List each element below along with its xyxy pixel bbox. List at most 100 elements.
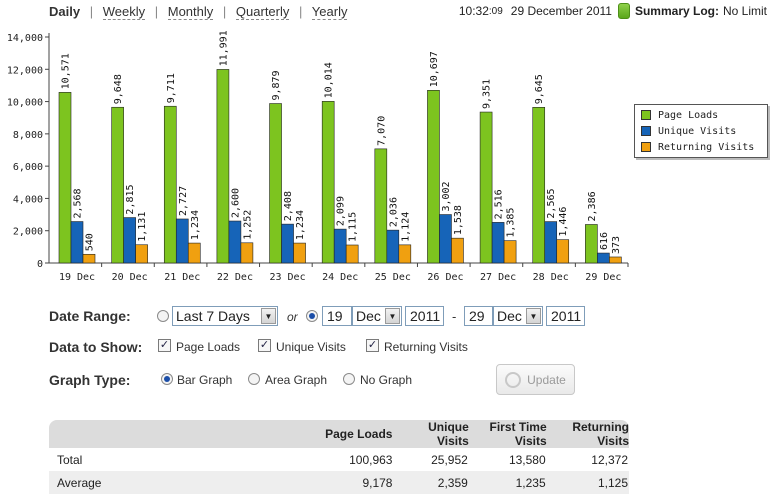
- bar-graph-radio[interactable]: [161, 373, 173, 385]
- page-loads-option-label: Page Loads: [176, 340, 241, 354]
- y-tick-label: 6,000: [13, 162, 43, 173]
- refresh-icon: [505, 371, 522, 388]
- update-button[interactable]: Update: [496, 364, 575, 395]
- bar-page-loads: [58, 92, 72, 264]
- returning-visits-option-label: Returning Visits: [384, 340, 468, 354]
- legend-item: Returning Visits: [641, 139, 763, 155]
- legend-swatch-returning-visits: [641, 142, 651, 152]
- data-label: 2,516: [494, 189, 505, 219]
- separator: |: [154, 4, 159, 19]
- data-label: 7,070: [376, 116, 387, 146]
- legend-item: Page Loads: [641, 107, 763, 123]
- table-cell: Average: [49, 471, 103, 494]
- data-label: 1,234: [295, 210, 306, 240]
- custom-range-radio[interactable]: [306, 310, 318, 322]
- start-day-field[interactable]: 19: [322, 306, 352, 326]
- data-label: 10,697: [429, 51, 440, 87]
- data-label: 2,568: [73, 188, 84, 218]
- data-label: 2,565: [546, 188, 557, 218]
- table-cell: 2,359: [402, 471, 469, 494]
- data-label: 1,252: [242, 210, 253, 240]
- period-quarterly-link[interactable]: Quarterly: [235, 4, 290, 20]
- table-header: Page Loads: [102, 420, 403, 448]
- clock-time: 10:32: [458, 4, 489, 18]
- bar-returning-visits: [609, 256, 622, 264]
- y-tick-label: 10,000: [7, 98, 43, 109]
- returning-visits-checkbox[interactable]: ✓: [366, 339, 379, 352]
- table-row: Total 100,963 25,952 13,580 12,372: [49, 448, 629, 471]
- period-monthly-link[interactable]: Monthly: [167, 4, 214, 20]
- data-label: 9,879: [271, 70, 282, 100]
- bar-unique-visits: [70, 221, 84, 264]
- legend-swatch-unique-visits: [641, 126, 651, 136]
- data-label: 540: [85, 233, 96, 251]
- separator: |: [89, 4, 94, 19]
- table-cell: 1,125: [546, 471, 629, 494]
- bar-unique-visits: [228, 220, 242, 264]
- separator: |: [222, 4, 227, 19]
- legend-label: Page Loads: [658, 109, 719, 121]
- x-tick-label: 29 Dec: [585, 272, 621, 283]
- date-range-label: Date Range:: [49, 308, 131, 324]
- bar-unique-visits: [281, 223, 294, 264]
- status-bar: 10:32 :09 29 December 2011 Summary Log: …: [459, 3, 767, 19]
- start-month-select[interactable]: Dec ▼: [352, 306, 402, 326]
- bar-page-loads: [479, 111, 493, 264]
- x-tick-label: 26 Dec: [427, 272, 463, 283]
- data-label: 1,124: [400, 212, 411, 242]
- y-tick-label: 2,000: [13, 227, 43, 238]
- preset-range-radio[interactable]: [157, 310, 169, 322]
- x-tick-label: 21 Dec: [164, 272, 200, 283]
- data-label: 1,131: [137, 212, 148, 242]
- bar-returning-visits: [187, 242, 201, 264]
- bar-page-loads: [532, 107, 546, 264]
- summary-table: Page Loads Unique Visits First Time Visi…: [49, 420, 629, 494]
- or-text: or: [287, 310, 298, 324]
- y-tick-label: 0: [37, 259, 43, 270]
- bar-returning-visits: [556, 239, 570, 264]
- bar-page-loads: [111, 106, 124, 264]
- end-year-field[interactable]: 2011: [546, 306, 585, 326]
- period-daily[interactable]: Daily: [49, 4, 81, 19]
- table-header: First Time Visits: [468, 420, 547, 448]
- end-month-select[interactable]: Dec ▼: [493, 306, 543, 326]
- page-loads-checkbox[interactable]: ✓: [158, 339, 171, 352]
- bar-chart: 0 2,000 4,000 6,000 8,000 10,000 12,000 14,000 1…: [7, 30, 629, 283]
- data-label: 1,385: [506, 208, 517, 238]
- bar-graph-label: Bar Graph: [177, 373, 233, 387]
- data-label: 2,099: [336, 196, 347, 226]
- period-nav: Daily | Weekly | Monthly | Quarterly | Y…: [49, 4, 348, 20]
- bar-page-loads: [216, 69, 230, 264]
- range-separator: -: [452, 309, 457, 324]
- bar-returning-visits: [503, 240, 517, 264]
- y-tick-label: 8,000: [13, 130, 43, 141]
- start-year-field[interactable]: 2011: [405, 306, 444, 326]
- period-yearly-link[interactable]: Yearly: [311, 4, 348, 20]
- x-tick-label: 24 Dec: [322, 272, 358, 283]
- data-label: 1,234: [190, 210, 201, 240]
- table-header: Unique Visits: [402, 420, 469, 448]
- x-tick-label: 28 Dec: [533, 272, 569, 283]
- chevron-down-icon: ▼: [385, 308, 400, 324]
- area-graph-radio[interactable]: [248, 373, 260, 385]
- legend-item: Unique Visits: [641, 123, 763, 139]
- summary-log-value: No Limit: [722, 4, 767, 18]
- x-tick-label: 25 Dec: [375, 272, 411, 283]
- period-weekly-link[interactable]: Weekly: [102, 4, 146, 20]
- bar-page-loads: [585, 224, 598, 264]
- x-tick-label: 22 Dec: [217, 272, 253, 283]
- bar-page-loads: [321, 101, 335, 264]
- no-graph-radio[interactable]: [343, 373, 355, 385]
- unique-visits-option-label: Unique Visits: [276, 340, 346, 354]
- bar-unique-visits: [123, 217, 136, 264]
- preset-range-select[interactable]: Last 7 Days ▼: [172, 306, 278, 326]
- data-label: 1,446: [558, 207, 569, 237]
- data-label: 2,036: [388, 197, 399, 227]
- unique-visits-checkbox[interactable]: ✓: [258, 339, 271, 352]
- chevron-down-icon: ▼: [261, 308, 276, 324]
- x-tick-label: 19 Dec: [59, 272, 95, 283]
- chevron-down-icon: ▼: [526, 308, 541, 324]
- bar-unique-visits: [597, 252, 610, 264]
- data-label: 9,351: [482, 79, 493, 109]
- end-day-field[interactable]: 29: [464, 306, 493, 326]
